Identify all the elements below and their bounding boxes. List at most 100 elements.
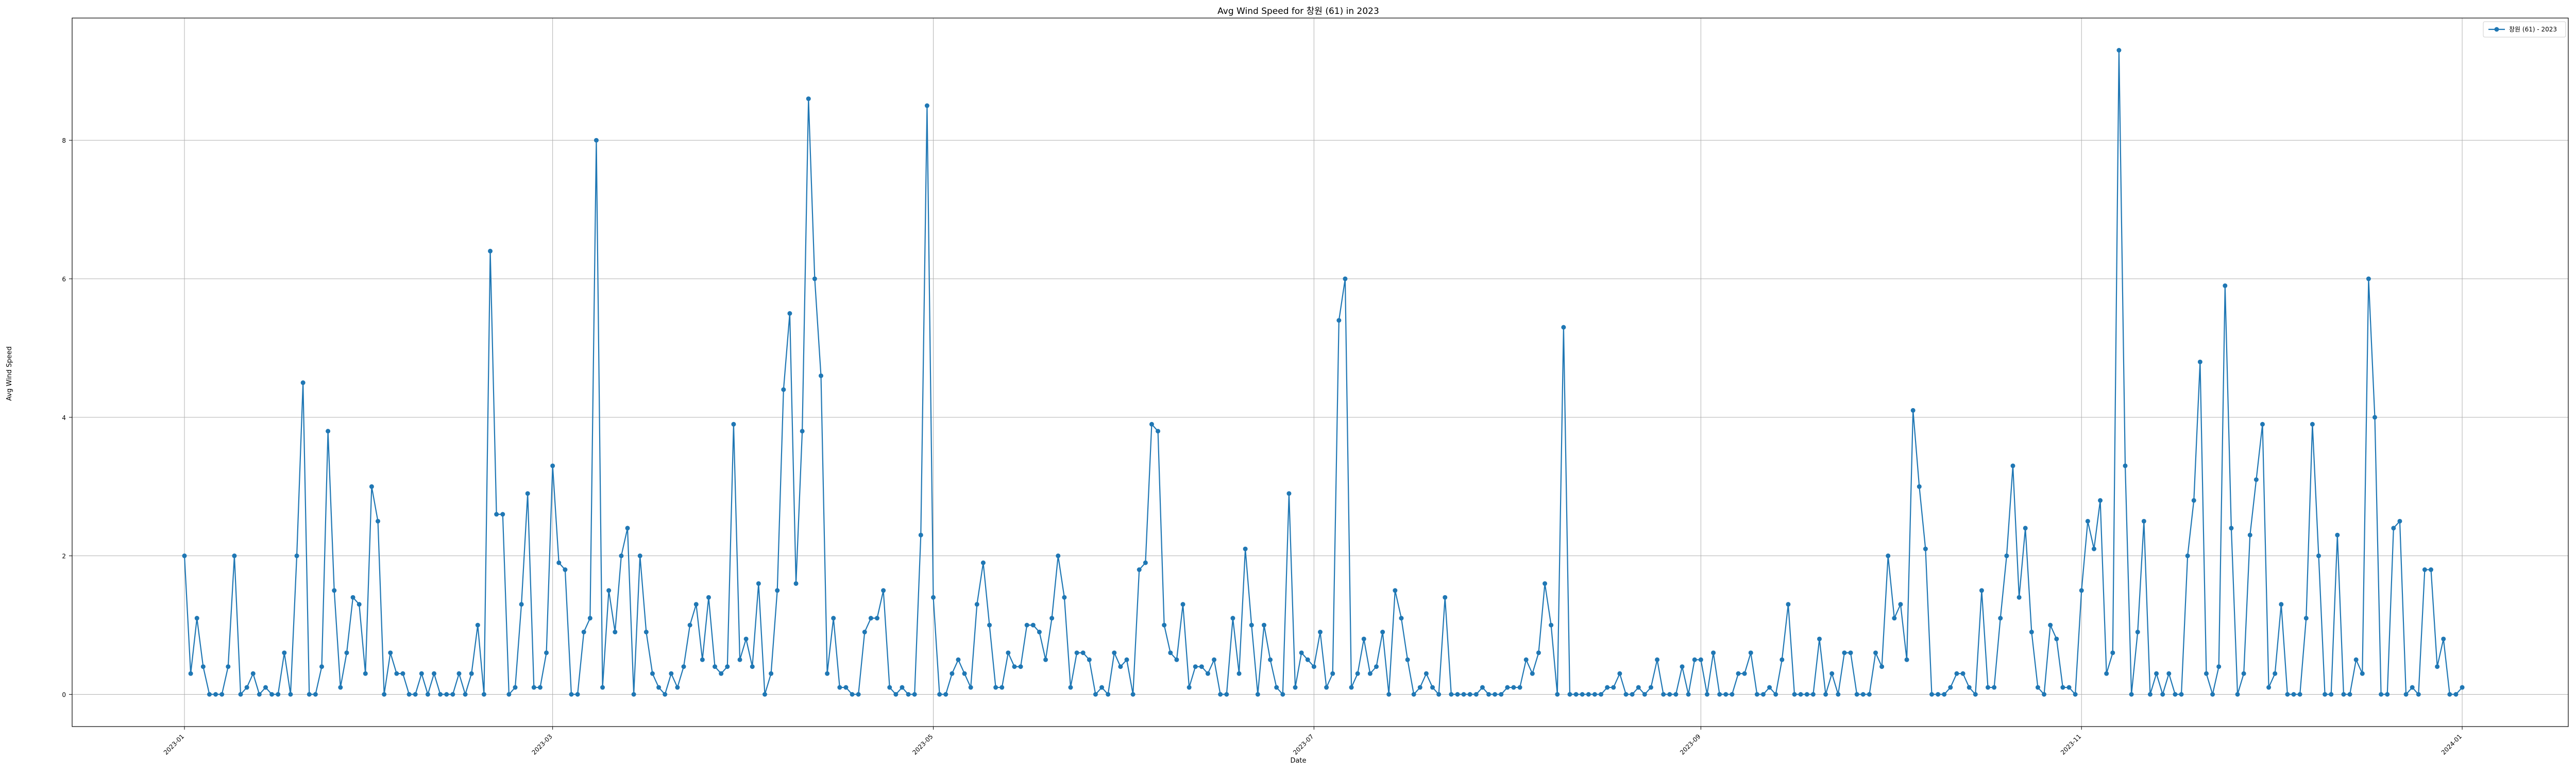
data-point (1573, 692, 1579, 697)
data-point (413, 692, 418, 697)
data-point (288, 692, 293, 697)
data-point (850, 692, 855, 697)
data-point (1661, 692, 1666, 697)
data-point (1087, 657, 1092, 662)
data-point (550, 463, 555, 468)
data-point (693, 602, 699, 607)
data-point (307, 692, 312, 697)
data-point (1417, 685, 1422, 690)
data-point (2385, 692, 2390, 697)
data-point (669, 671, 674, 676)
data-point (1948, 685, 1953, 690)
data-point (1030, 622, 1036, 628)
data-point (937, 692, 942, 697)
data-point (1236, 671, 1242, 676)
data-point (1792, 692, 1797, 697)
legend-box (2483, 21, 2566, 38)
data-point (244, 685, 249, 690)
data-point (1361, 636, 1366, 642)
data-point (2366, 276, 2371, 281)
data-point (488, 248, 493, 254)
data-point (400, 671, 405, 676)
data-point (1767, 685, 1772, 690)
data-point (1199, 664, 1204, 669)
data-point (519, 602, 524, 607)
data-point (1760, 692, 1766, 697)
data-point (924, 103, 929, 108)
data-point (2179, 692, 2184, 697)
data-point (1411, 692, 1416, 697)
data-point (706, 595, 711, 600)
data-point (1748, 650, 1753, 655)
data-point (1605, 685, 1610, 690)
y-tick-label: 4 (62, 414, 66, 422)
data-point (999, 685, 1005, 690)
data-point (2147, 692, 2153, 697)
data-point (1174, 657, 1179, 662)
data-point (1311, 664, 1316, 669)
data-point (2204, 671, 2209, 676)
data-point (862, 630, 867, 635)
data-point (2460, 685, 2465, 690)
data-point (713, 664, 718, 669)
data-point (1549, 622, 1554, 628)
data-point (1979, 588, 1984, 593)
data-point (974, 602, 979, 607)
data-point (438, 692, 443, 697)
data-point (968, 685, 973, 690)
data-point (2054, 636, 2059, 642)
data-point (2435, 664, 2440, 669)
data-point (1430, 685, 1435, 690)
data-point (594, 138, 599, 143)
y-tick-label: 6 (62, 276, 66, 283)
data-point (868, 616, 873, 621)
data-point (276, 692, 281, 697)
data-point (1230, 616, 1235, 621)
data-point (1673, 692, 1679, 697)
data-point (2129, 692, 2134, 697)
data-point (1355, 671, 1360, 676)
data-point (637, 553, 642, 559)
data-point (1224, 692, 1229, 697)
data-point (2291, 692, 2296, 697)
data-point (1137, 567, 1142, 572)
legend-marker-swatch (2494, 27, 2499, 32)
data-point (1106, 692, 1111, 697)
data-point (1848, 650, 1853, 655)
data-point (1455, 692, 1460, 697)
data-point (2273, 671, 2278, 676)
data-point (1486, 692, 1492, 697)
data-point (238, 692, 243, 697)
data-point (893, 692, 899, 697)
data-point (687, 622, 692, 628)
data-point (1056, 553, 1061, 559)
data-point (1162, 622, 1167, 628)
data-point (357, 602, 362, 607)
data-point (1130, 692, 1136, 697)
data-point (1786, 602, 1791, 607)
data-point (2216, 664, 2222, 669)
data-point (450, 692, 455, 697)
data-point (556, 560, 562, 565)
data-point (1493, 692, 1498, 697)
data-point (806, 96, 811, 102)
data-point (1099, 685, 1105, 690)
data-point (2260, 422, 2265, 427)
data-point (475, 622, 480, 628)
data-point (663, 692, 668, 697)
data-point (344, 650, 349, 655)
data-point (2060, 685, 2065, 690)
data-point (1274, 685, 1279, 690)
data-point (1567, 692, 1572, 697)
data-point (2353, 657, 2359, 662)
data-point (1461, 692, 1466, 697)
data-point (1473, 692, 1479, 697)
data-point (1942, 692, 1947, 697)
data-point (2453, 692, 2459, 697)
data-point (207, 692, 212, 697)
data-point (912, 692, 917, 697)
data-point (369, 484, 374, 489)
data-point (500, 512, 505, 517)
data-point (469, 671, 474, 676)
